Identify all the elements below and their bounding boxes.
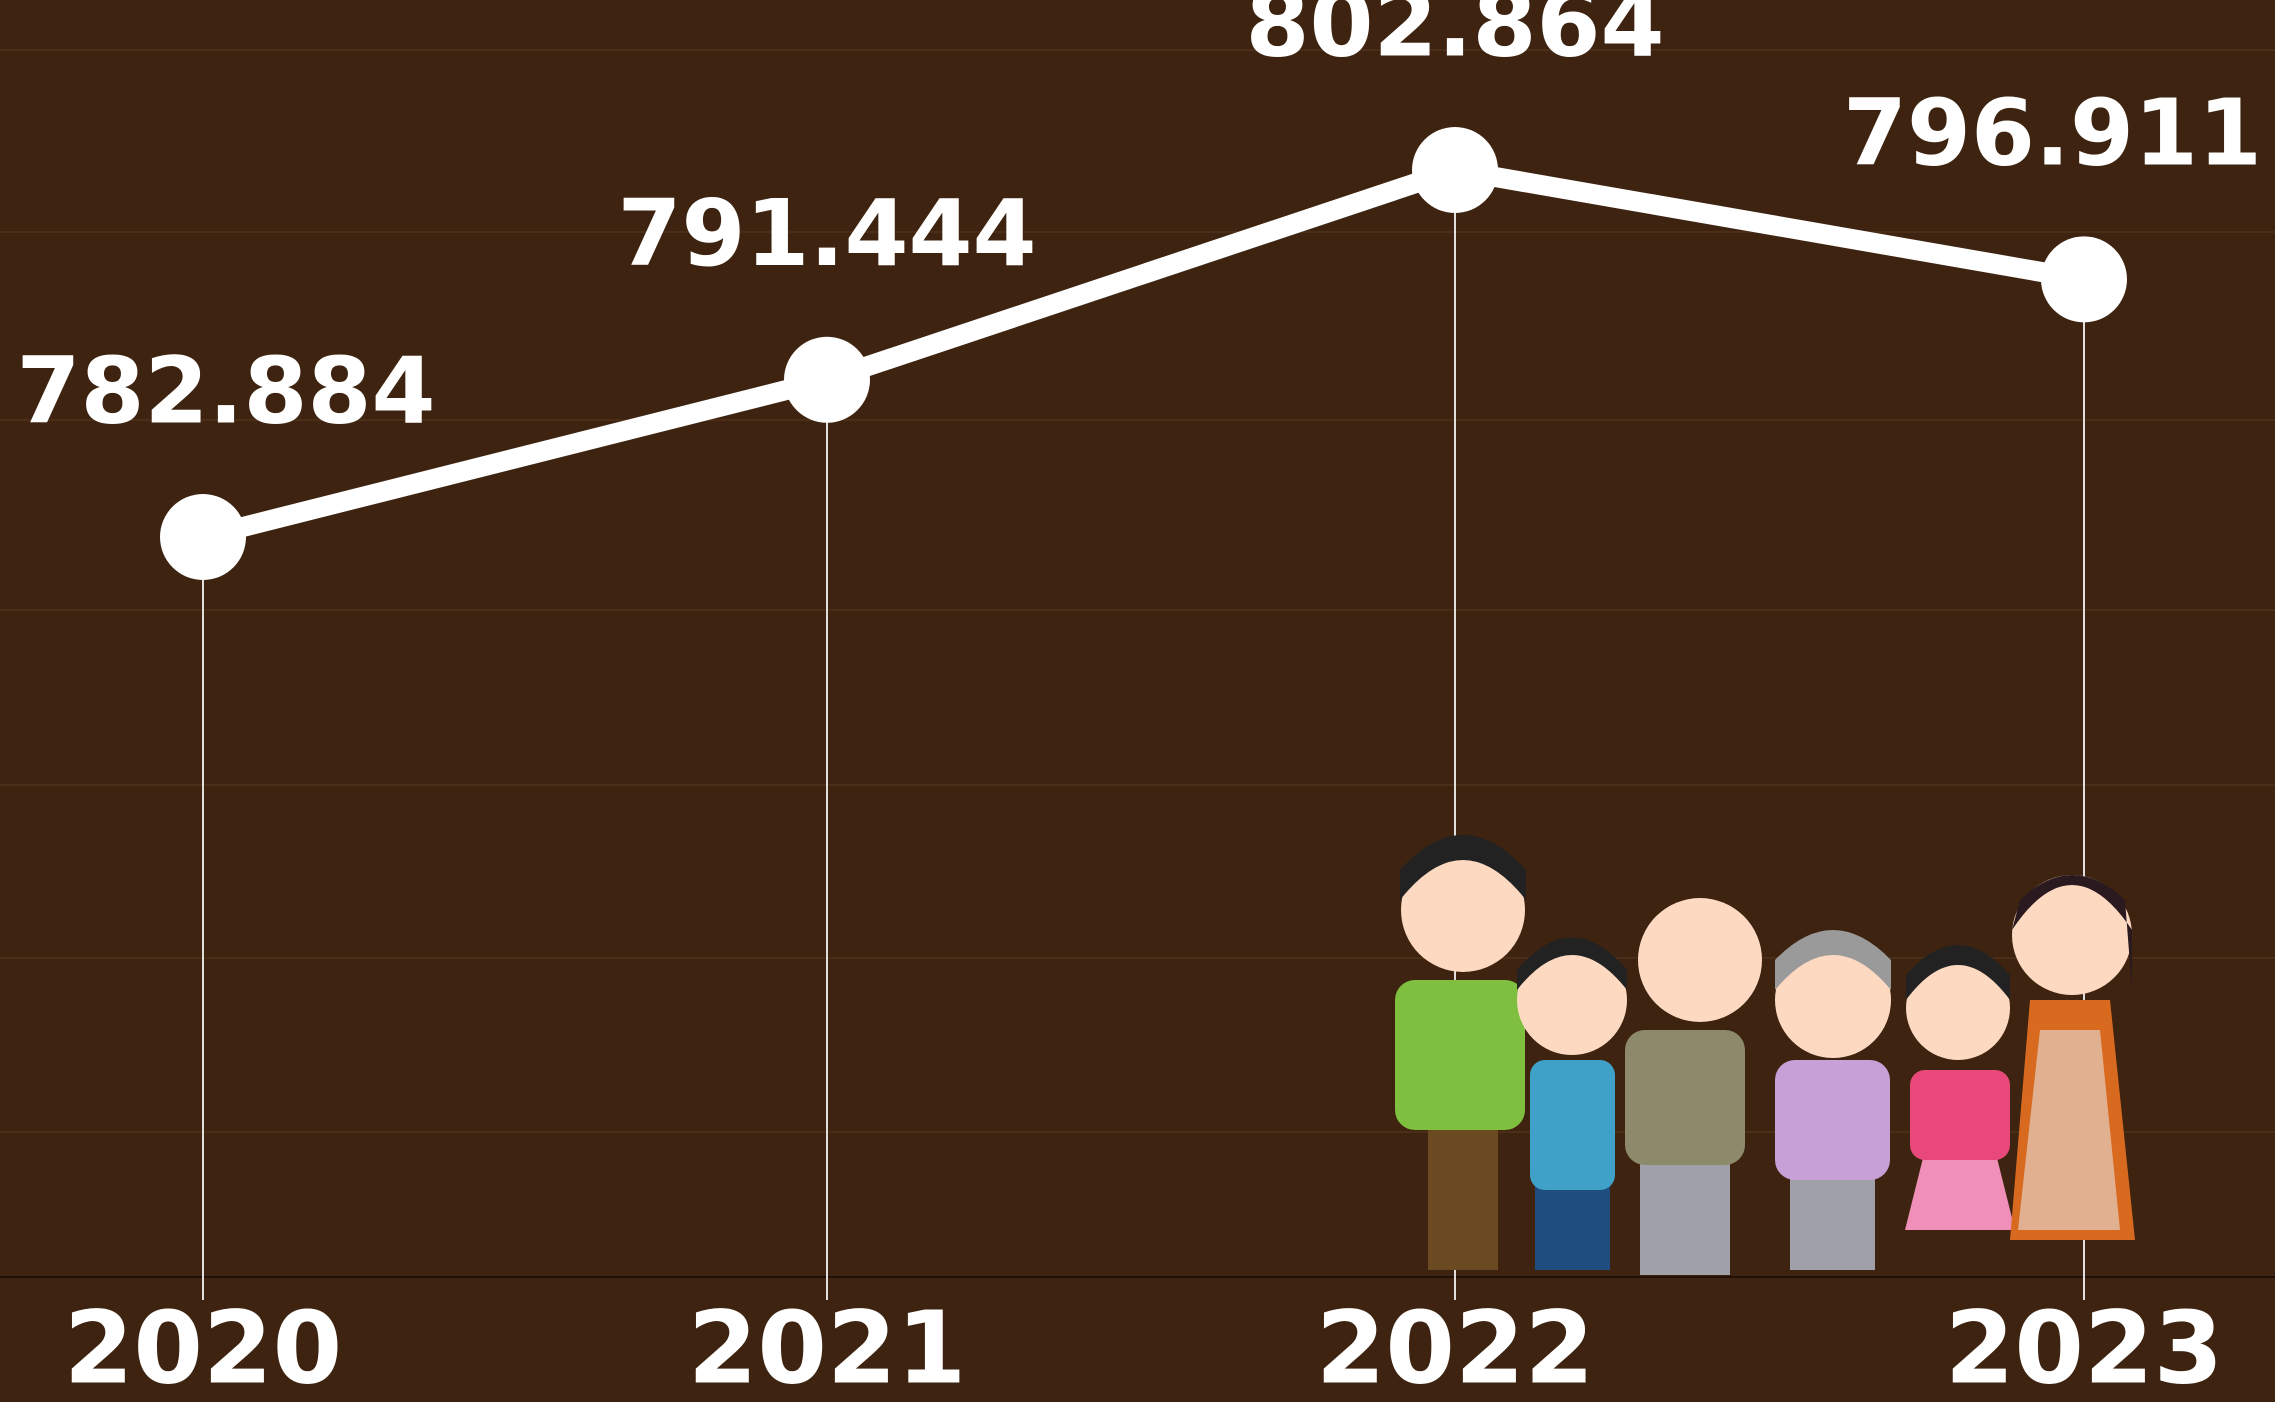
family-illustration bbox=[1395, 835, 2135, 1275]
point bbox=[160, 494, 246, 580]
value-label: 782.884 bbox=[16, 337, 435, 444]
x-tick-label: 2022 bbox=[1316, 1289, 1594, 1402]
point bbox=[2041, 236, 2127, 323]
line bbox=[200, 160, 2086, 547]
plot: 782.884 791.444 802.864 796.911 2020 2021 2022… bbox=[16, 0, 2262, 1402]
x-tick-label: 2021 bbox=[688, 1289, 966, 1402]
point bbox=[1412, 127, 1498, 213]
x-tick-label: 2023 bbox=[1945, 1289, 2223, 1402]
value-label: 796.911 bbox=[1843, 80, 2262, 187]
point bbox=[784, 336, 870, 423]
background-rules bbox=[0, 49, 2275, 1133]
value-label: 791.444 bbox=[617, 180, 1036, 287]
value-label: 802.864 bbox=[1245, 0, 1664, 77]
x-tick-label: 2020 bbox=[64, 1289, 342, 1402]
